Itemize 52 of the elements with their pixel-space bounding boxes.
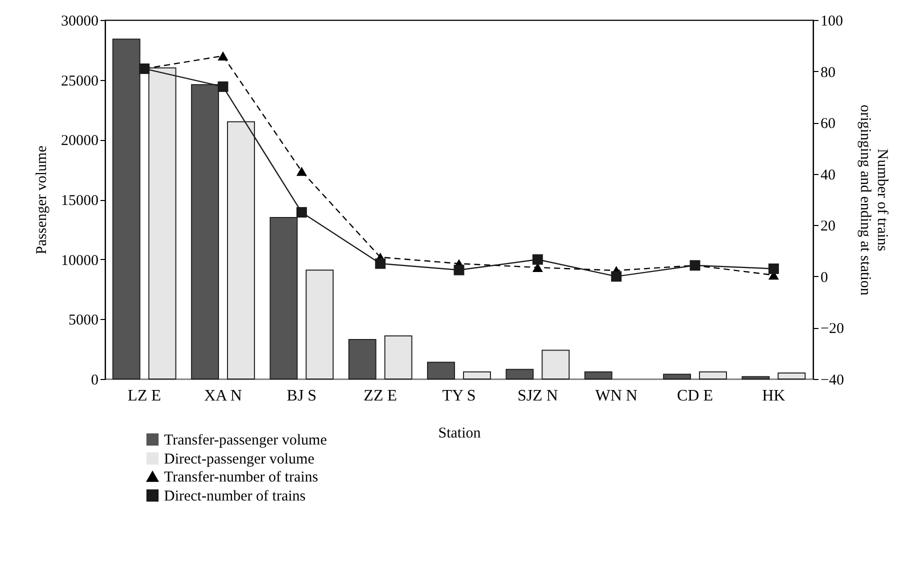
y-tick-label: 30000 [61,14,98,30]
y2-tick-label: −40 [820,372,844,388]
point [768,263,779,274]
legend-label: Direct-passenger volume [164,452,315,468]
y-axis-title: Passenger volume [34,145,50,254]
y2-tick-label: −20 [820,321,844,338]
y2-tick-label: 100 [820,14,843,30]
x-tick-label: WN N [595,388,638,404]
point [296,166,307,176]
x-axis-title: Station [438,426,482,442]
x-tick-label: ZZ E [364,388,397,404]
point [296,207,307,218]
bar [506,368,534,380]
legend-label: Direct-number of trains [164,488,306,504]
bar [306,270,334,380]
legend-label: Transfer-passenger volume [164,432,328,448]
x-tick-label: TY S [442,388,476,404]
bar [742,376,770,380]
x-tick-label: SJZ N [517,388,558,404]
y2-tick-label: 60 [820,116,836,132]
bar [384,335,412,380]
y-tick-label: 15000 [61,193,98,209]
bar [778,372,806,380]
bar [462,371,491,380]
y2-tick-label: 80 [820,64,836,81]
legend-label: Transfer-number of trains [164,470,318,486]
y-tick-label: 0 [91,372,98,388]
x-tick-label: XA N [204,388,242,404]
bar [542,350,570,380]
point [611,271,622,282]
y2-tick-label: 40 [820,167,836,184]
point [454,264,464,276]
bar [698,371,727,380]
y2-tick-label: 0 [820,270,828,286]
y-tick-label: 10000 [61,252,98,269]
x-tick-label: LZ E [128,388,161,404]
bar [427,362,456,380]
bar [348,339,376,380]
point [218,51,228,60]
point [375,258,386,269]
point [218,81,228,92]
y2-tick-label: 20 [820,218,836,235]
y-tick-label: 20000 [61,133,98,150]
point [532,254,543,265]
x-tick-label: CD E [677,388,713,404]
y-tick-label: 25000 [61,73,98,90]
x-tick-label: BJ S [286,388,317,404]
y2-axis-title: Number of trains originging and ending at station [856,104,890,296]
y-tick-label: 5000 [68,312,98,329]
bar [584,371,612,380]
x-tick-label: HK [762,388,786,404]
bar [663,374,692,380]
